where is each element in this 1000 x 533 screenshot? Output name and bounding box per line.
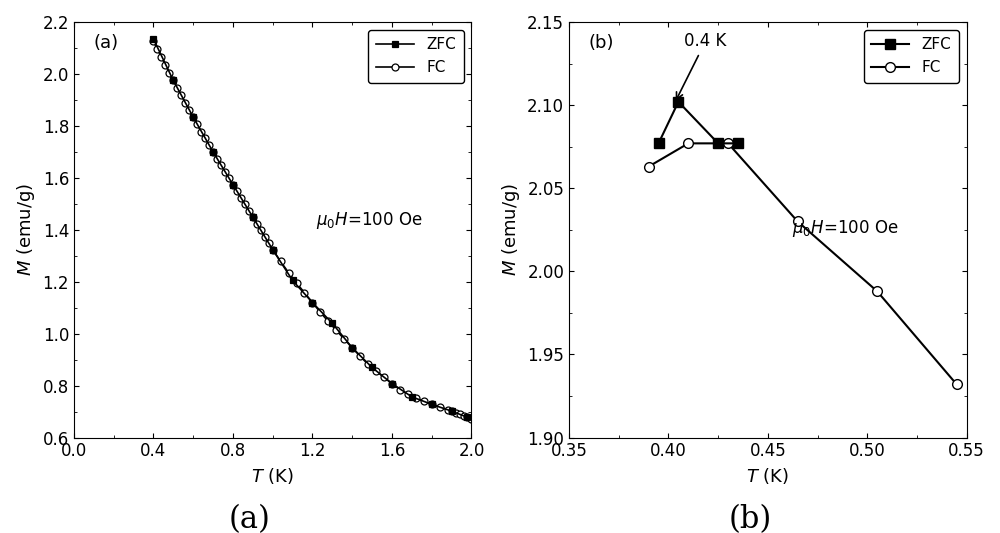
ZFC bbox=[461, 414, 473, 421]
FC bbox=[643, 164, 655, 170]
FC bbox=[207, 149, 219, 155]
FC bbox=[171, 85, 183, 91]
Text: (b): (b) bbox=[728, 504, 772, 533]
FC bbox=[722, 140, 734, 147]
ZFC bbox=[366, 364, 378, 370]
Text: 0.4 K: 0.4 K bbox=[677, 33, 727, 99]
ZFC bbox=[147, 36, 159, 42]
ZFC bbox=[672, 99, 684, 105]
Line: FC: FC bbox=[150, 38, 475, 422]
Text: (b): (b) bbox=[589, 35, 614, 52]
ZFC bbox=[406, 394, 418, 400]
FC bbox=[362, 361, 374, 368]
ZFC bbox=[653, 140, 665, 147]
Line: ZFC: ZFC bbox=[150, 35, 471, 421]
ZFC bbox=[167, 77, 179, 84]
Text: (a): (a) bbox=[94, 35, 119, 52]
ZFC bbox=[207, 149, 219, 155]
X-axis label: $T$ (K): $T$ (K) bbox=[251, 466, 294, 486]
ZFC bbox=[247, 214, 259, 220]
FC bbox=[871, 288, 883, 295]
Line: FC: FC bbox=[644, 139, 962, 389]
FC bbox=[147, 38, 159, 45]
ZFC bbox=[446, 408, 458, 414]
Text: (a): (a) bbox=[229, 504, 271, 533]
ZFC bbox=[732, 140, 744, 147]
ZFC bbox=[326, 320, 338, 327]
ZFC bbox=[426, 401, 438, 408]
ZFC bbox=[187, 114, 199, 120]
ZFC bbox=[267, 246, 279, 253]
ZFC bbox=[227, 181, 239, 188]
FC bbox=[267, 246, 279, 253]
ZFC bbox=[712, 140, 724, 147]
Text: $\mu_0H$=100 Oe: $\mu_0H$=100 Oe bbox=[792, 218, 898, 239]
FC bbox=[155, 54, 167, 60]
Text: $\mu_0H$=100 Oe: $\mu_0H$=100 Oe bbox=[316, 209, 423, 231]
FC bbox=[465, 416, 477, 422]
Legend: ZFC, FC: ZFC, FC bbox=[368, 30, 464, 83]
FC bbox=[682, 140, 694, 147]
Y-axis label: $M$ (emu/g): $M$ (emu/g) bbox=[15, 183, 37, 277]
FC bbox=[183, 107, 195, 113]
ZFC bbox=[386, 381, 398, 387]
Line: ZFC: ZFC bbox=[654, 97, 743, 148]
ZFC bbox=[306, 300, 318, 306]
ZFC bbox=[287, 277, 299, 284]
FC bbox=[792, 219, 804, 225]
ZFC bbox=[346, 344, 358, 351]
X-axis label: $T$ (K): $T$ (K) bbox=[746, 466, 789, 486]
Y-axis label: $M$ (emu/g): $M$ (emu/g) bbox=[500, 183, 522, 277]
FC bbox=[951, 381, 963, 387]
Legend: ZFC, FC: ZFC, FC bbox=[864, 30, 959, 83]
